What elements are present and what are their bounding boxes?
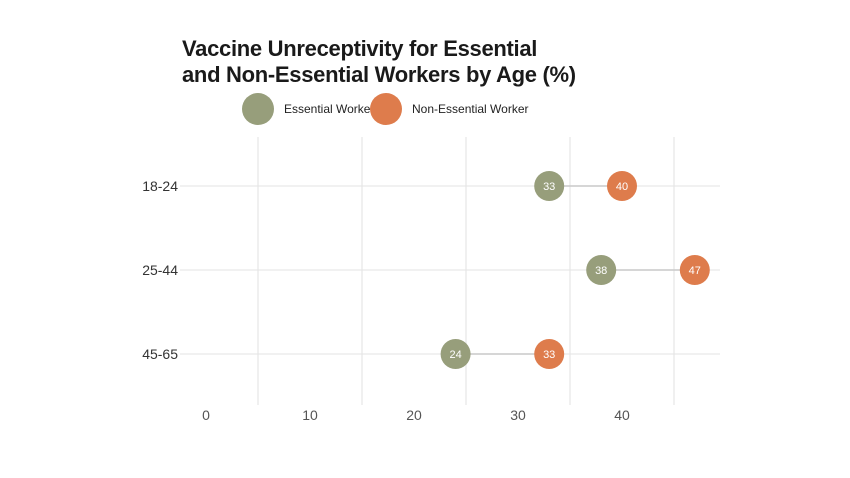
data-label-essential: 24 <box>449 349 461 361</box>
data-label-non-essential: 33 <box>543 349 555 361</box>
legend-label-essential: Essential Worker <box>284 102 375 116</box>
y-category-label: 25-44 <box>142 262 178 278</box>
dot-essential <box>534 171 565 201</box>
data-label-essential: 33 <box>543 181 555 193</box>
legend-swatch-essential <box>242 93 274 125</box>
x-tick-label: 20 <box>406 407 422 423</box>
x-tick-label: 0 <box>202 407 210 423</box>
data-label-essential: 38 <box>595 265 607 277</box>
legend-item-essential: Essential Worker <box>242 93 374 125</box>
x-tick-label: 10 <box>302 407 318 423</box>
data-label-non-essential: 47 <box>689 265 701 277</box>
legend-label-non-essential: Non-Essential Worker <box>412 102 529 116</box>
chart-title-line-2: and Non-Essential Workers by Age (%) <box>182 62 576 87</box>
legend-item-non-essential: Non-Essential Worker <box>370 93 528 125</box>
x-tick-label: 40 <box>614 407 630 423</box>
y-category-label: 18-24 <box>142 178 178 194</box>
chart-title-line-1: Vaccine Unreceptivity for Essential <box>182 36 538 61</box>
dot-non-essential <box>607 171 637 201</box>
data-label-non-essential: 40 <box>616 181 628 193</box>
dot-essential <box>586 255 617 285</box>
dot-essential <box>440 339 471 369</box>
dot-non-essential <box>534 339 565 369</box>
legend-swatch-non-essential <box>370 93 402 125</box>
dot-non-essential <box>679 255 710 285</box>
y-category-label: 45-65 <box>142 346 178 362</box>
x-tick-label: 30 <box>510 407 526 423</box>
